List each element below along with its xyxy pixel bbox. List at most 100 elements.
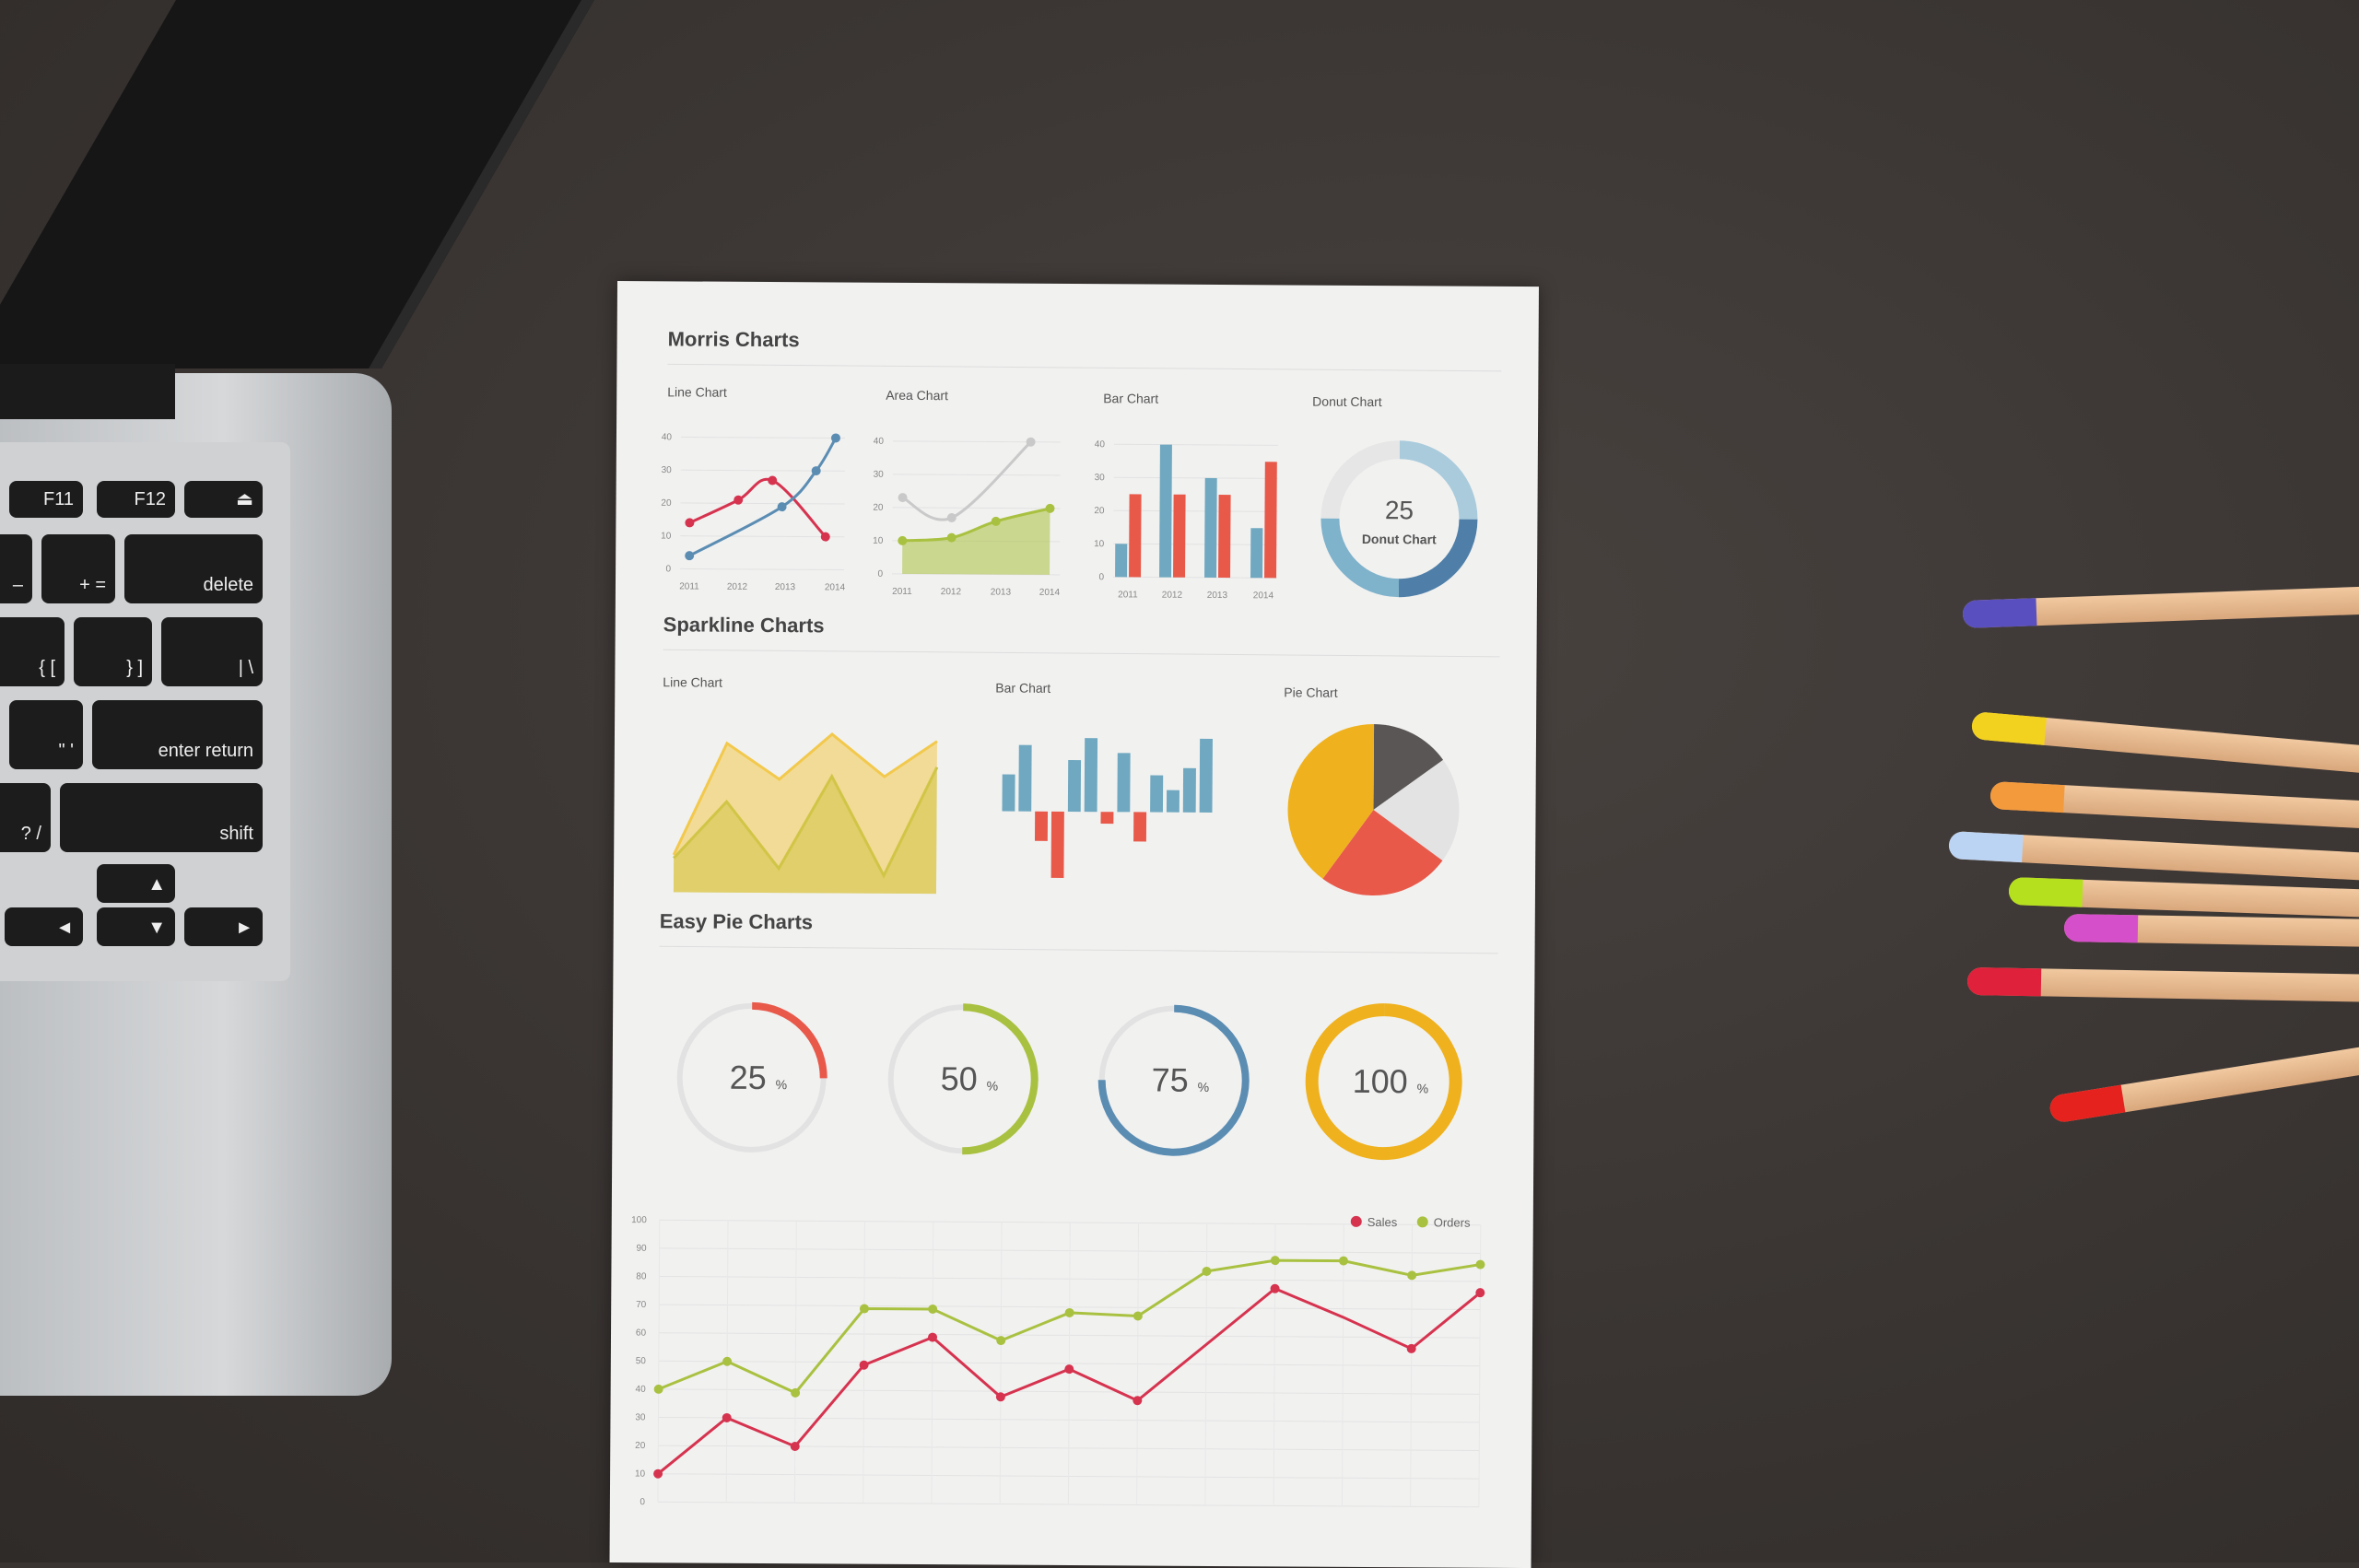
x-tick-label: 2013: [991, 587, 1012, 597]
data-point: [898, 493, 908, 502]
sparkline-bar: [1035, 812, 1048, 841]
sparkline-bar: [1018, 745, 1031, 812]
x-tick-label: 2011: [679, 581, 699, 591]
key-down[interactable]: ▼: [97, 907, 175, 946]
key-f11[interactable]: F11: [9, 481, 83, 518]
key-delete[interactable]: delete: [124, 534, 263, 603]
data-point: [1045, 504, 1054, 513]
pencil-tip: [1962, 598, 2036, 628]
key-rbrace[interactable]: } ]: [74, 617, 152, 686]
x-tick-label: 2013: [1207, 591, 1228, 601]
key-equals[interactable]: + =: [41, 534, 115, 603]
morris-charts-title: Morris Charts: [668, 327, 800, 351]
key-pipe[interactable]: | \: [161, 617, 263, 686]
data-point: [791, 1388, 800, 1398]
chart-printout: Morris Charts Sparkline Charts Easy Pie …: [610, 281, 1539, 1568]
easy-pie-value: 100: [1353, 1062, 1408, 1100]
easy-pie-unit: %: [776, 1077, 788, 1092]
bar: [1250, 528, 1262, 578]
divider: [663, 649, 1500, 657]
key-left[interactable]: ◄: [5, 907, 83, 946]
sparkline-bar: [1183, 768, 1196, 813]
key-up[interactable]: ▲: [97, 864, 175, 903]
data-point: [722, 1413, 732, 1422]
key-minus[interactable]: –: [0, 534, 32, 603]
y-tick-label: 100: [631, 1215, 647, 1225]
data-point: [1407, 1270, 1416, 1280]
data-point: [685, 551, 694, 560]
key-right[interactable]: ►: [184, 907, 263, 946]
donut-segment: [1399, 519, 1468, 588]
donut-segment: [1330, 519, 1399, 588]
y-tick-label: 0: [640, 1497, 645, 1507]
y-tick-label: 70: [636, 1300, 647, 1310]
data-point: [996, 1336, 1005, 1345]
easy-pie-value: 75: [1152, 1061, 1189, 1099]
data-point: [1475, 1260, 1485, 1270]
data-point: [1065, 1308, 1074, 1317]
data-point: [654, 1385, 663, 1394]
x-tick-label: 2011: [892, 587, 912, 597]
y-tick-label: 40: [874, 437, 885, 447]
data-point: [947, 533, 957, 543]
y-tick-label: 0: [1098, 572, 1104, 582]
pie-chart-label: Pie Chart: [1284, 685, 1338, 699]
data-point: [768, 475, 777, 485]
data-point: [860, 1304, 869, 1313]
data-point: [1475, 1288, 1485, 1297]
keyboard: F11 F12⏏ –+ =delete { [} ]| \ " 'enter retur…: [0, 442, 290, 981]
donut-center-value: 25: [1385, 496, 1414, 524]
legend-marker: [1351, 1216, 1362, 1227]
y-tick-label: 50: [636, 1356, 647, 1366]
x-tick-label: 2012: [727, 582, 748, 592]
pencil: [2064, 914, 2359, 947]
sparkline-bar-chart-label: Bar Chart: [995, 681, 1050, 696]
key-enter[interactable]: enter return: [92, 700, 263, 769]
data-point: [778, 502, 787, 511]
data-point: [685, 518, 694, 527]
gridline: [893, 441, 1061, 442]
bar: [1173, 495, 1186, 578]
key-shift[interactable]: shift: [60, 783, 263, 852]
x-tick-label: 2014: [825, 582, 846, 592]
data-point: [734, 496, 743, 505]
key-lbrace[interactable]: { [: [0, 617, 65, 686]
y-tick-label: 10: [1094, 539, 1105, 549]
data-point: [996, 1392, 1005, 1401]
key-eject[interactable]: ⏏: [184, 481, 263, 518]
data-point: [1064, 1364, 1074, 1374]
easy-pie-charts-title: Easy Pie Charts: [660, 909, 813, 933]
gridline: [893, 474, 1061, 475]
y-tick-label: 20: [1094, 506, 1105, 516]
easy-pie-unit: %: [1417, 1081, 1429, 1095]
pencil-tip: [1967, 967, 2042, 996]
data-point: [831, 433, 840, 442]
gridline: [1114, 444, 1278, 445]
legend-label: Orders: [1434, 1215, 1471, 1229]
data-point: [1133, 1396, 1142, 1405]
sparkline-bar: [1167, 790, 1180, 813]
gridline: [681, 437, 845, 438]
laptop-hinge: [0, 364, 175, 419]
sparkline-bar: [1100, 812, 1113, 824]
pencil-tip: [2008, 877, 2083, 907]
data-point: [791, 1442, 800, 1451]
sparkline-bar: [1002, 775, 1015, 812]
y-tick-label: 20: [635, 1441, 646, 1451]
donut-center-label: Donut Chart: [1362, 532, 1437, 546]
y-tick-label: 40: [1095, 439, 1106, 450]
key-f12[interactable]: F12: [97, 481, 175, 518]
key-question[interactable]: ? /: [0, 783, 51, 852]
donut-chart-label: Donut Chart: [1312, 394, 1382, 409]
bar: [1159, 445, 1172, 578]
x-tick-label: 2014: [1039, 588, 1061, 598]
key-quote[interactable]: " ': [9, 700, 83, 769]
data-point: [1133, 1311, 1143, 1320]
sparkline-bar: [1133, 812, 1146, 841]
y-tick-label: 40: [662, 432, 673, 442]
x-tick-label: 2012: [1162, 591, 1183, 601]
sparkline-bar: [1085, 738, 1097, 812]
bar: [1129, 494, 1142, 577]
data-point: [812, 466, 821, 475]
x-tick-label: 2013: [775, 582, 796, 592]
